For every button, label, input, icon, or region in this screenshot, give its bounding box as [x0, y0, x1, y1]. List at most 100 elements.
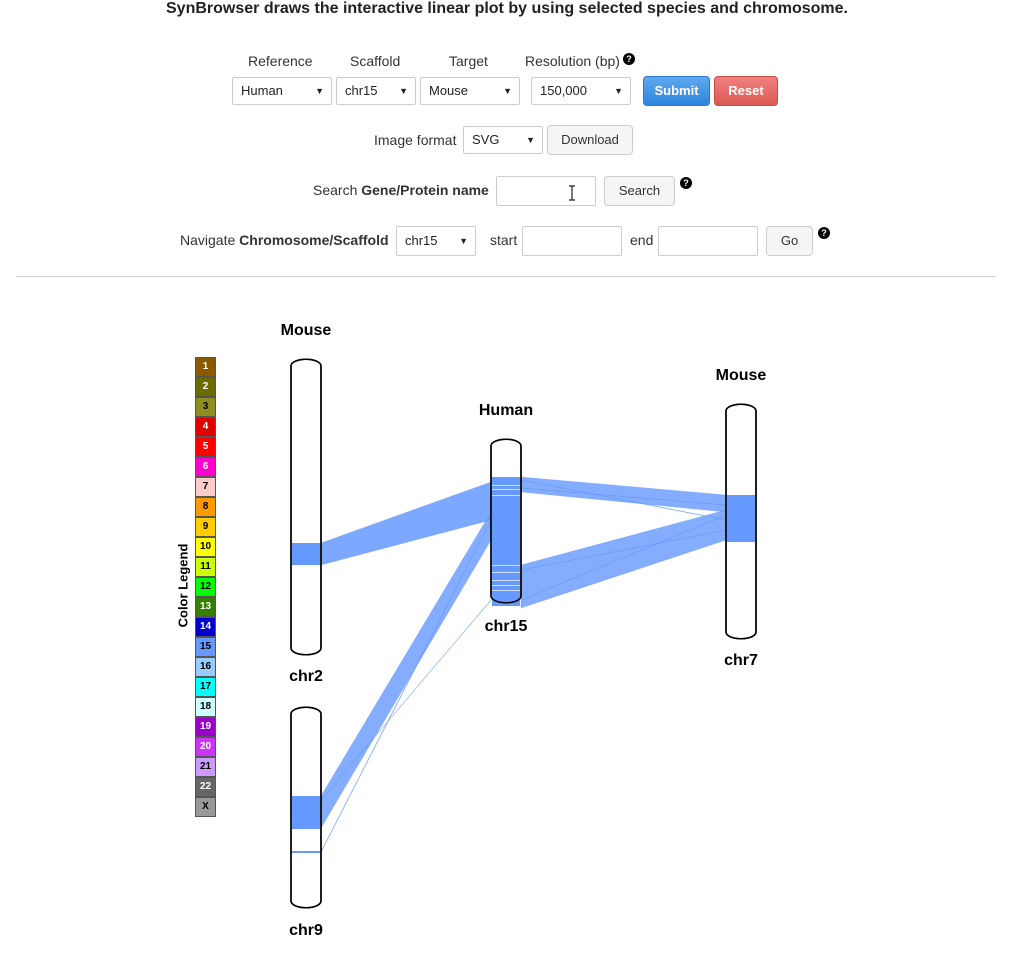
image-format-value: SVG: [472, 132, 500, 147]
chevron-down-icon: ▼: [315, 86, 324, 96]
legend-item-10: 10: [195, 537, 216, 557]
legend-item-11: 11: [195, 557, 216, 577]
chromosome-body: [490, 438, 522, 604]
chromosome-chr7: [725, 403, 757, 640]
navigate-label-prefix: Navigate: [180, 232, 240, 248]
synteny-link-chr7-lower: [520, 509, 727, 609]
navigate-label: Navigate Chromosome/Scaffold: [180, 232, 389, 248]
chromosome-label-chr15: chr15: [484, 618, 528, 635]
legend-item-2: 2: [195, 377, 216, 397]
chromosome-outline: [290, 358, 322, 656]
search-input[interactable]: [496, 176, 596, 206]
block-stripe: [492, 585, 520, 586]
scaffold-select-value: chr15: [345, 83, 378, 98]
chevron-down-icon: ▼: [614, 86, 623, 96]
target-label: Target: [449, 53, 488, 69]
resolution-label: Resolution (bp): [525, 53, 620, 69]
synteny-link-chr7-thin: [520, 514, 727, 601]
legend-item-4: 4: [195, 417, 216, 437]
legend-title: Color Legend: [175, 543, 191, 628]
start-label: start: [490, 232, 518, 248]
image-format-select[interactable]: SVG ▼: [463, 126, 543, 154]
synteny-block: [492, 477, 520, 606]
scaffold-select[interactable]: chr15 ▼: [336, 77, 416, 105]
text-cursor-icon: [567, 185, 577, 201]
legend-item-22: 22: [195, 777, 216, 797]
synteny-link-chr2: [320, 481, 492, 566]
legend-item-5: 5: [195, 437, 216, 457]
legend-item-9: 9: [195, 517, 216, 537]
divider: [16, 276, 996, 277]
resolution-select[interactable]: 150,000 ▼: [531, 77, 631, 105]
search-button[interactable]: Search: [604, 176, 675, 206]
legend-item-20: 20: [195, 737, 216, 757]
legend-item-19: 19: [195, 717, 216, 737]
block-stripe: [492, 565, 520, 566]
end-input[interactable]: [658, 226, 758, 256]
start-input[interactable]: [522, 226, 622, 256]
legend-item-x: X: [195, 797, 216, 817]
search-help-icon[interactable]: ?: [680, 177, 692, 189]
chromosome-label-chr7: chr7: [724, 652, 758, 669]
legend-item-12: 12: [195, 577, 216, 597]
legend-item-6: 6: [195, 457, 216, 477]
legend-item-1: 1: [195, 357, 216, 377]
reference-select-value: Human: [241, 83, 283, 98]
end-label: end: [630, 232, 654, 248]
legend-item-8: 8: [195, 497, 216, 517]
legend-item-21: 21: [195, 757, 216, 777]
chevron-down-icon: ▼: [526, 135, 535, 145]
download-button[interactable]: Download: [547, 125, 633, 155]
chevron-down-icon: ▼: [459, 236, 468, 246]
legend-item-15: 15: [195, 637, 216, 657]
legend-item-16: 16: [195, 657, 216, 677]
chromosome-chr2: [290, 358, 322, 656]
synteny-link-chr9: [320, 510, 492, 830]
chromosome-outline: [725, 403, 757, 640]
submit-button[interactable]: Submit: [643, 76, 710, 106]
legend-item-18: 18: [195, 697, 216, 717]
synteny-link-chr7-upper: [520, 476, 727, 513]
species-label-right: Mouse: [715, 367, 767, 384]
synteny-block: [292, 543, 320, 565]
chromosome-body: [725, 403, 757, 640]
navigate-chromosome-select[interactable]: chr15 ▼: [396, 226, 476, 256]
synteny-link-chr7-thin: [520, 479, 727, 521]
navigate-help-icon[interactable]: ?: [818, 227, 830, 239]
synteny-link-chr7-thin: [520, 487, 727, 506]
chromosome-chr15: [490, 438, 522, 606]
legend-item-13: 13: [195, 597, 216, 617]
reference-label: Reference: [248, 53, 313, 69]
go-button[interactable]: Go: [766, 226, 813, 256]
synteny-block: [292, 796, 320, 829]
legend-item-17: 17: [195, 677, 216, 697]
block-stripe: [492, 580, 520, 581]
target-select[interactable]: Mouse ▼: [420, 77, 520, 105]
block-stripe: [492, 590, 520, 591]
block-stripe: [492, 495, 520, 496]
chromosome-label-chr9: chr9: [289, 922, 323, 939]
search-label: Search Gene/Protein name: [313, 182, 489, 198]
block-stripe: [492, 485, 520, 486]
synteny-link-chr7-thin: [520, 529, 727, 571]
chromosome-outline: [490, 438, 522, 604]
reset-button[interactable]: Reset: [714, 76, 778, 106]
page-headline: SynBrowser draws the interactive linear …: [166, 0, 848, 17]
search-label-prefix: Search: [313, 182, 362, 198]
resolution-help-icon[interactable]: ?: [623, 53, 635, 65]
synteny-link-chr9-thin: [320, 519, 492, 853]
resolution-select-value: 150,000: [540, 83, 587, 98]
image-format-label: Image format: [374, 132, 457, 148]
chromosome-body: [290, 358, 322, 656]
synteny-block: [292, 851, 320, 853]
block-stripe: [492, 489, 520, 490]
chromosome-body: [290, 706, 322, 909]
synteny-block: [727, 495, 755, 542]
legend-item-14: 14: [195, 617, 216, 637]
block-stripe: [492, 572, 520, 573]
species-label-left: Mouse: [280, 322, 332, 339]
chromosome-chr9: [290, 706, 322, 909]
navigate-label-bold: Chromosome/Scaffold: [239, 232, 389, 248]
reference-select[interactable]: Human ▼: [232, 77, 332, 105]
chevron-down-icon: ▼: [399, 86, 408, 96]
